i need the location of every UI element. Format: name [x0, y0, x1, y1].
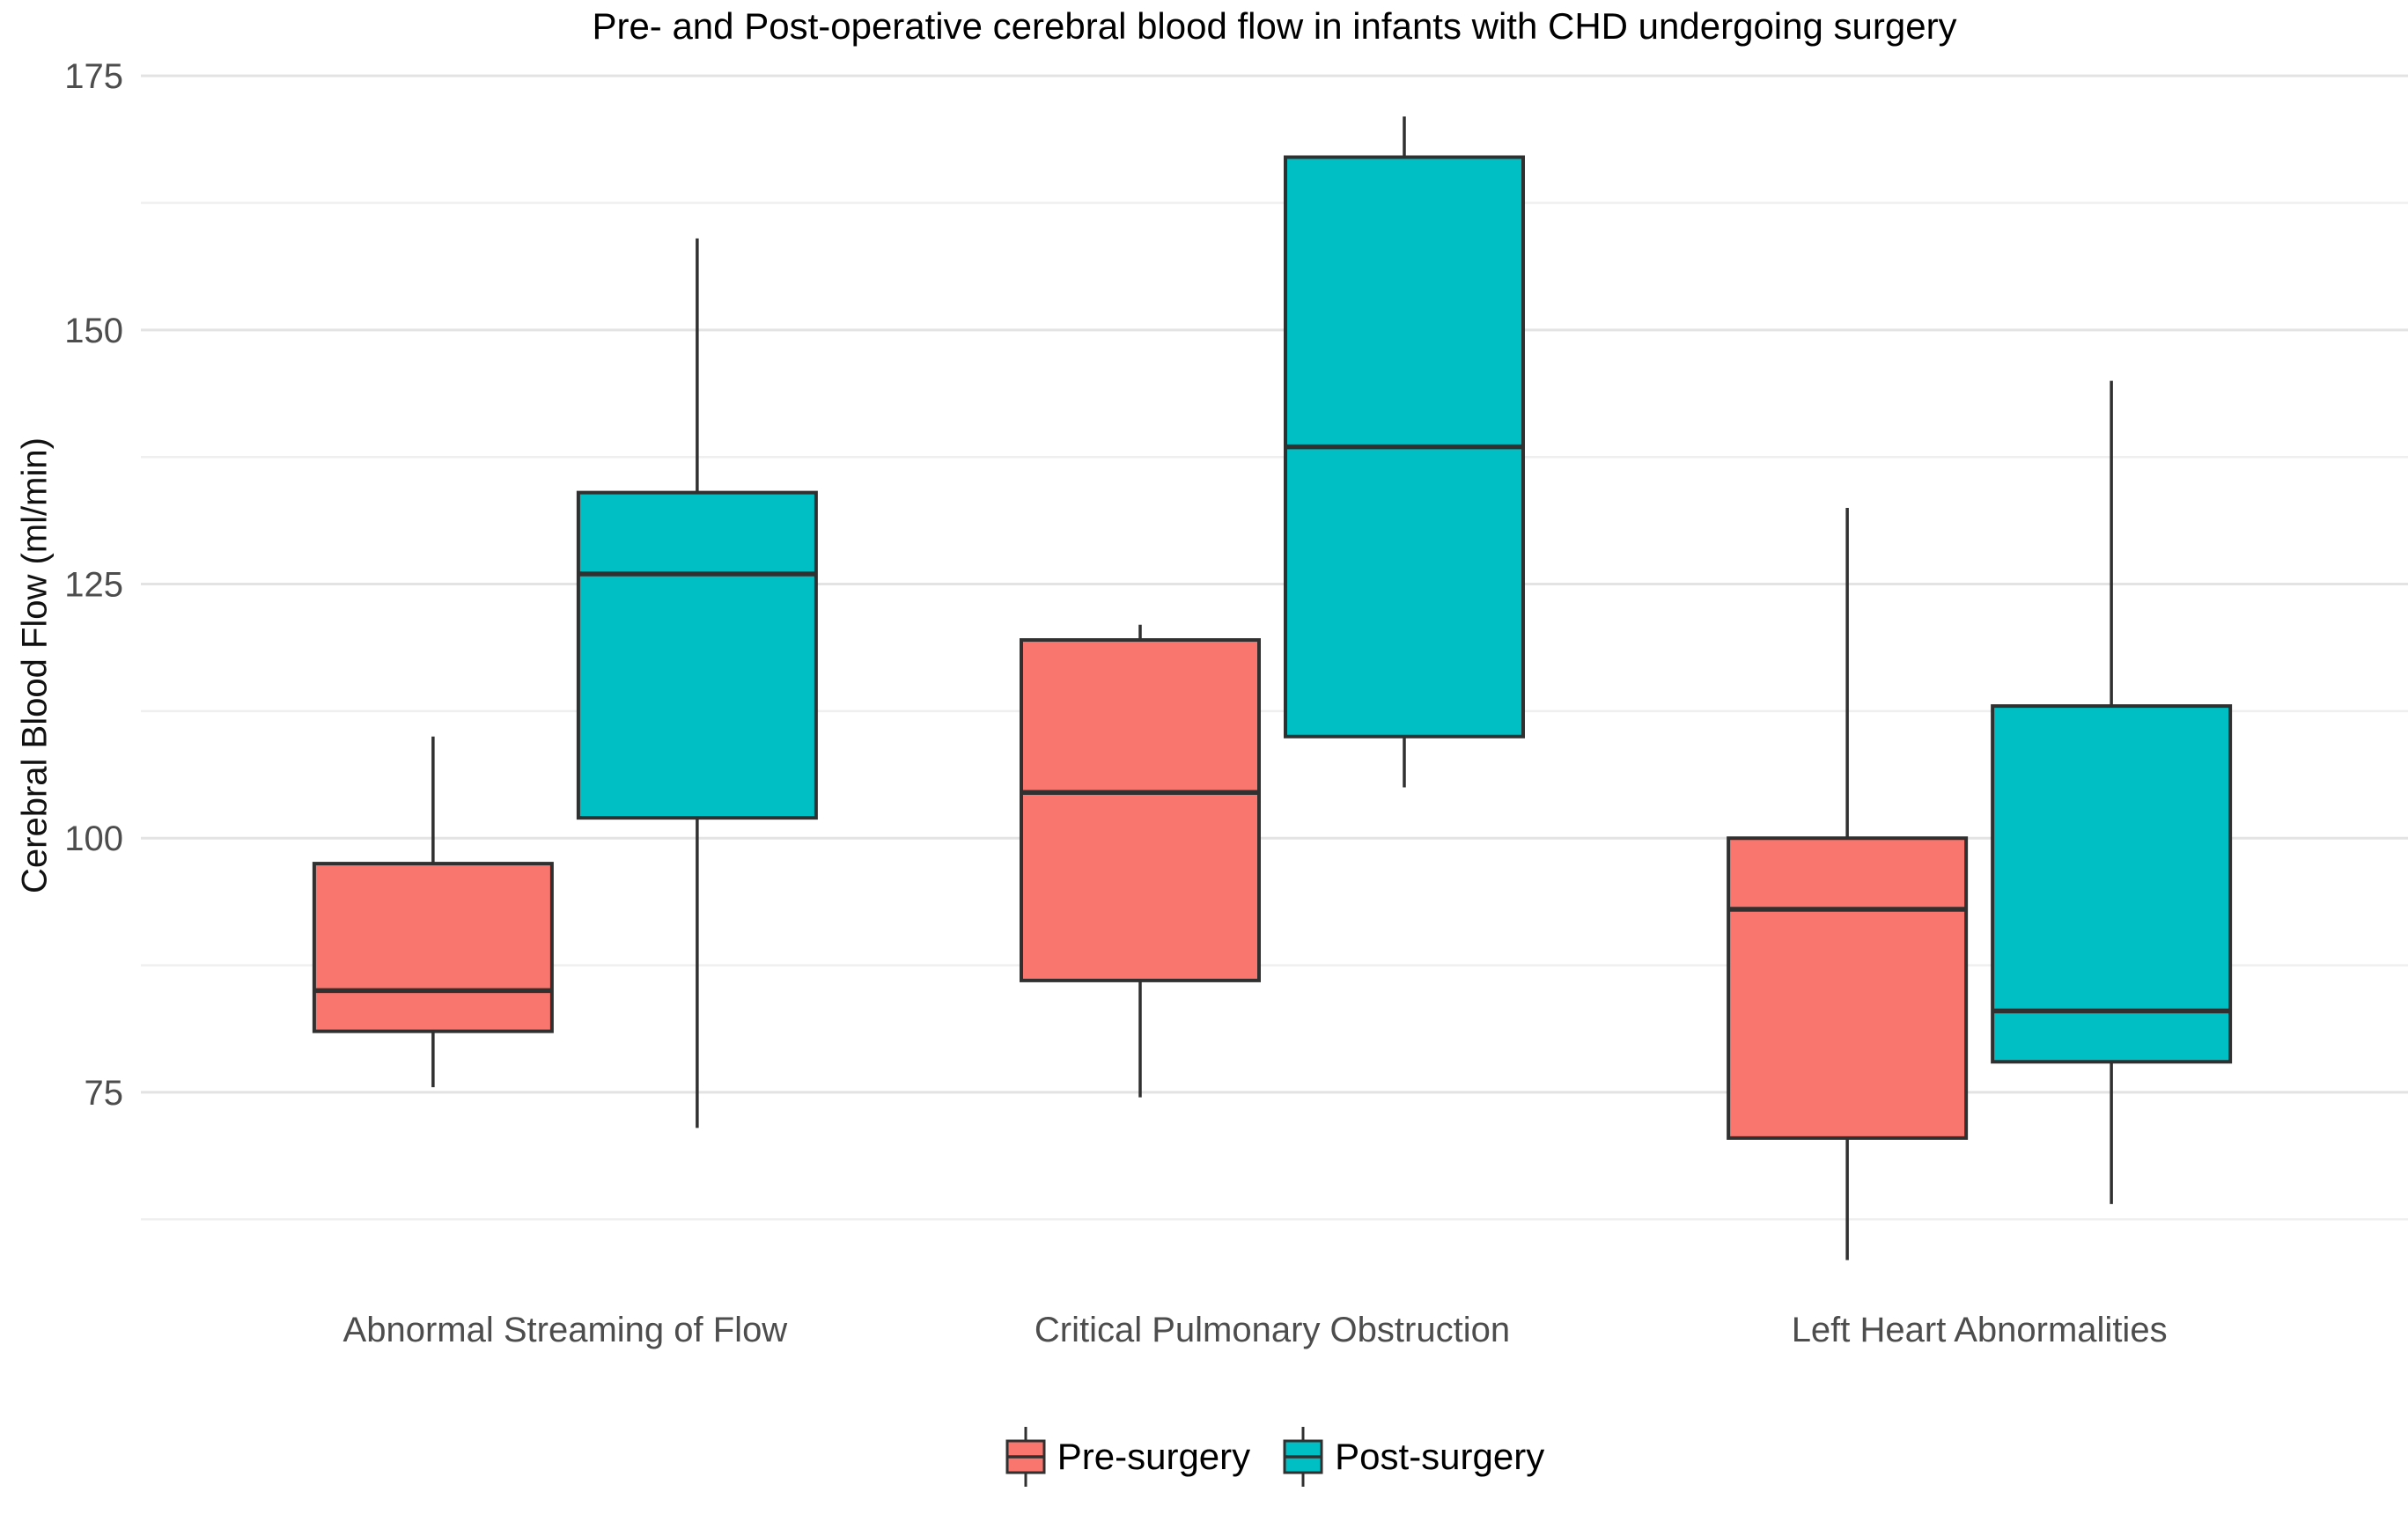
x-category-label: Critical Pulmonary Obstruction [1035, 1311, 1510, 1349]
boxplot-key-icon [1283, 1427, 1323, 1487]
legend-label-post-surgery: Post-surgery [1335, 1436, 1545, 1477]
legend-item-post-surgery: Post-surgery [1282, 1424, 1544, 1489]
legend-item-pre-surgery: Pre-surgery [1005, 1424, 1250, 1489]
box-post-surgery-0 [576, 490, 818, 820]
box-post-surgery-2 [1991, 704, 2233, 1064]
y-tick-label: 100 [64, 819, 123, 858]
legend-label-pre-surgery: Pre-surgery [1057, 1436, 1251, 1477]
y-tick-label: 150 [64, 312, 123, 350]
x-category-label: Left Heart Abnormalities [1792, 1311, 2168, 1349]
chart-title: Pre- and Post-operative cerebral blood f… [592, 5, 1957, 47]
x-category-label: Abnormal Streaming of Flow [343, 1311, 788, 1349]
box-pre-surgery-0 [312, 862, 554, 1033]
legend: Pre-surgery Post-surgery [141, 1424, 2408, 1489]
y-tick-label: 125 [64, 566, 123, 605]
box-pre-surgery-2 [1727, 836, 1969, 1140]
y-tick-label: 75 [85, 1074, 124, 1113]
box-pre-surgery-1 [1020, 638, 1261, 982]
y-tick-label: 175 [64, 57, 123, 96]
boxplot-key-icon [1005, 1427, 1046, 1487]
